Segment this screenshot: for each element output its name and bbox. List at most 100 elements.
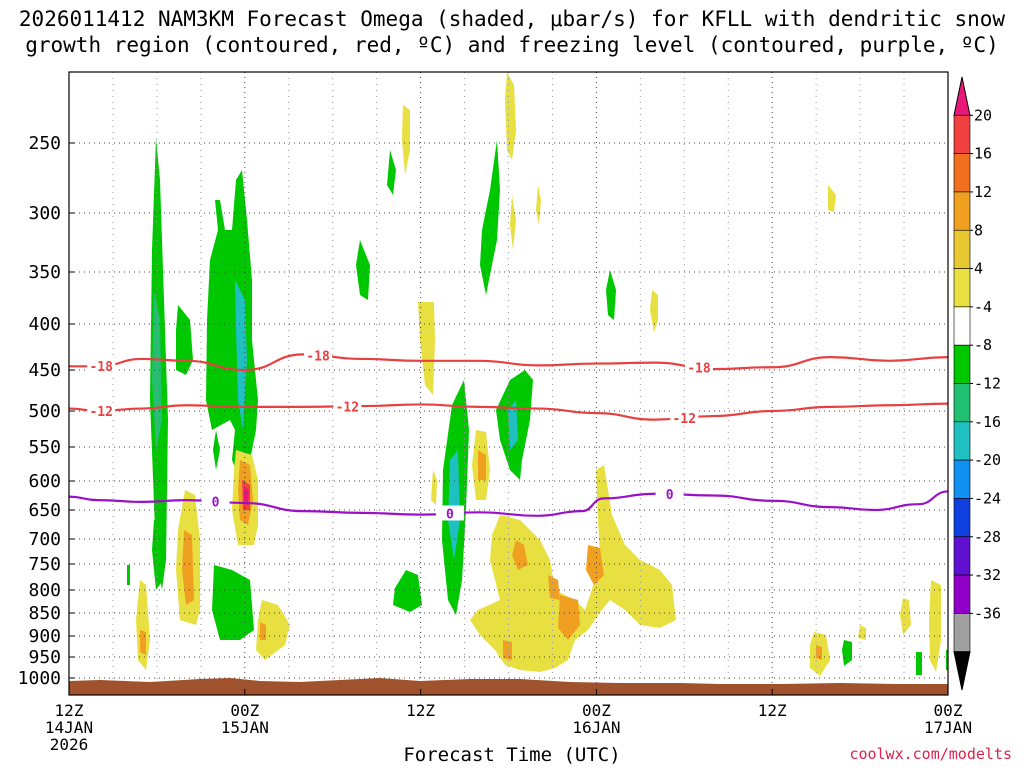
colorbar-segment	[953, 536, 971, 576]
contour-freezing-level-label-bg	[435, 505, 464, 521]
colorbar-segment	[953, 421, 971, 461]
y-tick-label: 700	[28, 529, 61, 550]
omega-downward-region	[431, 470, 437, 505]
contour-dendritic-minus18-label: -18	[306, 350, 330, 365]
plot-frame	[68, 71, 949, 696]
colorbar-segment	[953, 613, 971, 652]
colorbar-cap-bottom	[953, 651, 971, 691]
omega-downward-region	[182, 530, 194, 605]
colorbar-segment	[953, 115, 971, 154]
y-tick-label: 350	[28, 262, 61, 283]
omega-downward-region	[402, 105, 410, 175]
x-tick-label: 00Z	[582, 701, 611, 720]
contour-dendritic-minus12-label: -12	[673, 412, 696, 427]
omega-downward-region	[512, 540, 528, 570]
y-tick-label: 850	[28, 603, 61, 624]
x-tick-label: 15JAN	[221, 718, 269, 737]
contour-dendritic-minus12	[69, 402, 948, 421]
colorbar-segment	[953, 344, 971, 384]
contour-freezing-level-label-bg	[655, 486, 684, 502]
chart-title-line1: 2026011412 NAM3KM Forecast Omega (shaded…	[18, 7, 1006, 31]
omega-downward-region	[816, 645, 822, 660]
colorbar-label: 16	[974, 145, 992, 163]
omega-upward-region	[916, 652, 922, 675]
omega-downward-region	[470, 465, 676, 672]
omega-downward-region	[586, 545, 604, 585]
colorbar-label: -32	[974, 566, 1001, 584]
omega-upward-region	[235, 280, 247, 430]
omega-upward-region	[842, 640, 852, 666]
omega-upward-region	[480, 140, 500, 295]
colorbar-segment	[953, 268, 971, 308]
contour-dendritic-minus18	[69, 353, 948, 372]
colorbar-segment	[953, 498, 971, 538]
colorbar-label: -36	[974, 604, 1001, 622]
colorbar-label: -8	[974, 336, 992, 354]
omega-downward-region	[478, 450, 486, 480]
colorbar-segment	[953, 191, 971, 231]
x-axis-title: Forecast Time (UTC)	[403, 744, 621, 766]
x-tick-label: 12Z	[55, 701, 84, 720]
chart-title-line2: growth region (contoured, red, ºC) and f…	[25, 33, 999, 57]
contour-dendritic-minus18-label-bg	[304, 347, 333, 363]
contour-freezing-level-label: 0	[212, 496, 220, 511]
contour-labels: -18 -18 -18 -12 -12 -12 0 0 0	[87, 347, 713, 522]
x-tick-label: 14JAN	[45, 718, 93, 737]
x-tick-label: 12Z	[758, 701, 787, 720]
omega-downward-region	[900, 598, 911, 635]
colorbar-label: 4	[974, 260, 983, 278]
y-tick-label: 650	[28, 500, 61, 521]
omega-downward-region	[650, 290, 658, 332]
colorbar-cap-top	[953, 76, 971, 116]
colorbar-segment	[953, 459, 971, 499]
omega-downward-region	[418, 302, 435, 395]
contour-freezing-level-label: 0	[446, 507, 454, 522]
y-tick-label: 500	[28, 401, 61, 422]
contour-freezing-level-label-bg	[201, 493, 230, 509]
contour-dendritic-minus12-label: -12	[89, 405, 112, 420]
colorbar-label: -24	[974, 489, 1001, 507]
contour-dendritic-minus12-label-bg	[333, 398, 362, 414]
omega-downward-region	[510, 195, 516, 250]
contour-dendritic-minus18-label: -18	[687, 361, 711, 376]
omega-downward-region	[503, 640, 512, 660]
omega-downward-region	[140, 630, 146, 655]
y-axis: 2503003504004505005506006507007508008509…	[18, 133, 75, 689]
y-tick-label: 900	[28, 626, 61, 647]
contour-freezing-level	[69, 490, 948, 517]
colorbar-segment	[953, 574, 971, 614]
omega-downward-region	[548, 575, 560, 600]
contour-dendritic-minus18-label-bg	[684, 359, 713, 375]
colorbar: 20 16 12 8 4 -4 -8 -12 -16 -20 -24 -28 -32 -36	[953, 76, 1001, 691]
x-tick-label: 00Z	[230, 701, 259, 720]
omega-upward-region	[606, 270, 616, 320]
omega-downward-region	[256, 600, 290, 660]
omega-upward-region	[127, 565, 130, 585]
x-tick-label: 00Z	[934, 701, 963, 720]
omega-downward-region	[929, 580, 941, 672]
x-tick-label: 17JAN	[924, 718, 972, 737]
x-tick-label: 16JAN	[572, 718, 620, 737]
colorbar-segment	[953, 229, 971, 269]
colorbar-label: 12	[974, 183, 992, 201]
omega-upward-region	[393, 570, 422, 612]
y-tick-label: 550	[28, 437, 61, 458]
contour-dendritic-minus12-label-bg	[87, 402, 116, 418]
colorbar-segment	[953, 153, 971, 193]
colorbar-label: -28	[974, 528, 1001, 546]
colorbar-label: 20	[974, 106, 992, 124]
credit-link[interactable]: coolwx.com/modelts	[849, 745, 1012, 763]
y-tick-label: 1000	[18, 668, 61, 689]
colorbar-label: -16	[974, 413, 1001, 431]
contour-freezing-level-label: 0	[666, 488, 674, 503]
terrain-fill	[69, 678, 948, 695]
contour-dendritic-minus12-label: -12	[336, 400, 359, 415]
colorbar-label: -12	[974, 375, 1001, 393]
colorbar-segment	[953, 306, 971, 346]
omega-upward-region	[176, 305, 193, 375]
omega-upward-region	[448, 450, 460, 560]
omega-upward-region	[213, 430, 220, 470]
omega-upward-region	[356, 240, 370, 300]
